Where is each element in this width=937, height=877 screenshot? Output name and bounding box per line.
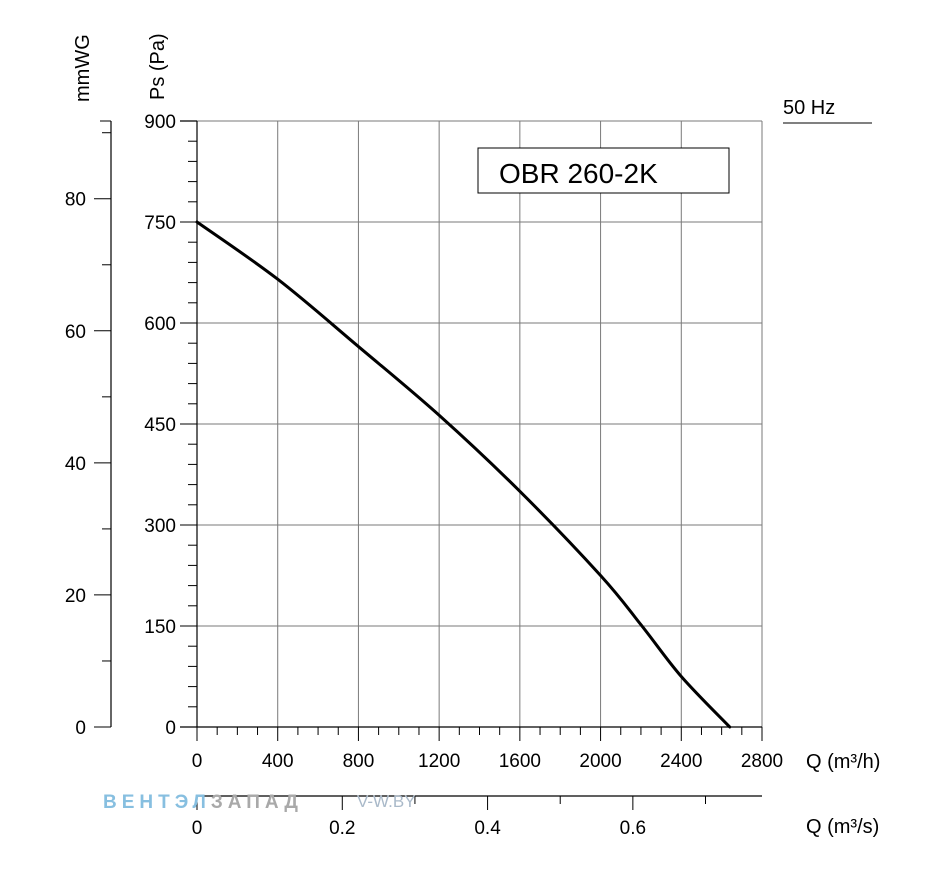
y2-tick-label-1: 20 [65,586,86,607]
x2-tick-label-3: 0.6 [620,818,646,839]
x-tick-label-7: 2800 [741,751,783,772]
x-tick-label-0: 0 [192,751,203,772]
x2-tick-label-0: 0 [192,818,203,839]
x-tick-label-1: 400 [262,751,294,772]
frequency-label: 50 Hz [783,97,835,119]
x-tick-label-4: 1600 [499,751,541,772]
x-tick-label-5: 2000 [579,751,621,772]
y-tick-label-4: 600 [144,314,176,335]
x-tick-label-3: 1200 [418,751,460,772]
watermark-brand: ВЕНТЭЛЗАПАД [103,792,303,813]
x2-axis-title: Q (m³/s) [806,816,879,838]
x-tick-label-2: 800 [343,751,375,772]
y-tick-label-1: 150 [144,617,176,638]
y-tick-label-6: 900 [144,112,176,133]
y2-tick-label-0: 0 [75,718,86,739]
y2-tick-label-3: 60 [65,322,86,343]
y-tick-label-0: 0 [165,718,176,739]
watermark-site: V-W.BY [357,792,416,811]
x-axis-title: Q (m³/h) [806,751,880,773]
y-axis-title: Ps (Pa) [147,33,169,100]
curve-layer [195,220,732,729]
chart-title: OBR 260-2K [499,158,658,189]
x2-tick-label-2: 0.4 [474,818,501,839]
watermark-brand-part2: ЗАПАД [211,792,303,813]
series-line-0 [195,220,732,729]
y2-tick-label-4: 80 [65,190,86,211]
watermark-brand-part1: ВЕНТЭЛ [103,792,211,813]
y2-axis-title: mmWG [72,34,94,102]
y2-tick-label-2: 40 [65,454,86,475]
chart-title-box [477,147,730,194]
y-tick-label-3: 450 [144,415,176,436]
x2-tick-label-1: 0.2 [329,818,355,839]
y-tick-label-5: 750 [144,213,176,234]
grid [196,120,763,728]
x-tick-label-6: 2400 [660,751,702,772]
y-tick-label-2: 300 [144,516,176,537]
